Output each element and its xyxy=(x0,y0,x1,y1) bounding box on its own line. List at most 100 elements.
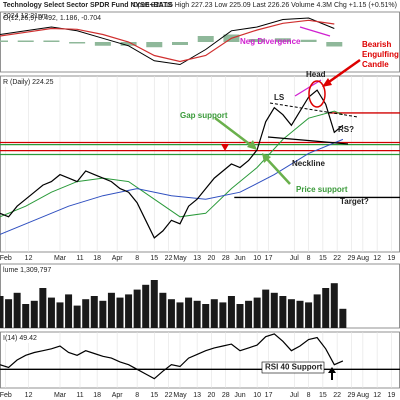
volume-bar xyxy=(116,297,124,328)
arrow-head xyxy=(322,78,332,87)
panel-label: lume 1,309,797 xyxy=(3,267,51,274)
x-tick-label: 10 xyxy=(253,392,261,399)
volume-bar xyxy=(107,292,115,328)
volume-bar xyxy=(65,294,73,328)
volume-bar xyxy=(133,289,141,328)
volume-bar xyxy=(210,299,218,328)
x-tick-label: 22 xyxy=(165,392,173,399)
arrow-head xyxy=(328,367,336,373)
volume-bar xyxy=(125,294,133,328)
x-tick-label: 15 xyxy=(319,255,327,262)
neckline xyxy=(267,136,349,145)
x-tick-label: 8 xyxy=(307,255,311,262)
annotation: Neckline xyxy=(292,159,325,168)
volume-bar xyxy=(82,299,90,328)
x-tick-label: 10 xyxy=(253,255,261,262)
header-time: 2024 12:21pm xyxy=(3,13,48,20)
x-tick-label: 12 xyxy=(373,255,381,262)
arrow xyxy=(325,58,361,86)
x-tick-label: Mar xyxy=(54,392,67,399)
x-tick-label: 15 xyxy=(150,392,158,399)
label-bg xyxy=(1,333,39,343)
rsi-frame xyxy=(0,331,400,389)
label-bg xyxy=(1,265,54,275)
x-tick-label: May xyxy=(173,392,187,399)
histogram-bar xyxy=(326,42,343,47)
histogram-bar xyxy=(43,40,60,42)
volume-bar xyxy=(99,300,107,328)
volume-bar xyxy=(5,299,13,328)
x-tick-label: 19 xyxy=(388,392,396,399)
volume-bar xyxy=(322,288,330,328)
volume-bar xyxy=(219,302,227,328)
volume-bar xyxy=(0,296,4,328)
x-tick-label: 11 xyxy=(76,392,83,399)
divergence-macd xyxy=(299,26,331,37)
header-title: Technology Select Sector SPDR Fund NYSE+… xyxy=(3,2,172,9)
divergence-price xyxy=(294,79,322,97)
x-tick-label: 17 xyxy=(265,392,273,399)
series-line xyxy=(0,17,335,66)
x-tick-label: Feb xyxy=(0,392,12,399)
x-tick-label: 8 xyxy=(135,255,139,262)
volume-bar xyxy=(305,302,313,328)
x-tick-label: 28 xyxy=(222,392,230,399)
x-tick-label: 18 xyxy=(93,255,101,262)
annotation: Price support xyxy=(296,185,348,194)
volume-bar xyxy=(90,296,98,328)
x-tick-label: 28 xyxy=(222,255,230,262)
series-line xyxy=(0,19,335,63)
x-tick-label: 15 xyxy=(319,392,327,399)
volume-bar xyxy=(193,300,201,328)
histogram-bar xyxy=(300,39,317,42)
histogram-bar xyxy=(69,42,86,44)
x-tick-label: 20 xyxy=(208,255,216,262)
volume-bar xyxy=(47,297,55,328)
series-line xyxy=(0,333,344,380)
volume-bar xyxy=(167,299,175,328)
histogram-bar xyxy=(146,42,163,48)
annotation-box xyxy=(261,361,325,374)
x-tick-label: 13 xyxy=(193,392,201,399)
volume-bar xyxy=(245,300,253,328)
volume-bar xyxy=(313,294,321,328)
annotation: Candle xyxy=(362,60,389,69)
arrow-head xyxy=(247,140,257,150)
volume-bar xyxy=(339,308,347,328)
arrow xyxy=(214,117,253,147)
histogram-bar xyxy=(249,39,266,42)
volume-bar xyxy=(279,296,287,328)
series-line xyxy=(0,89,344,239)
annotation: Engulfing xyxy=(362,50,399,59)
volume-bar xyxy=(22,304,30,328)
price-frame xyxy=(0,75,400,253)
header-bg xyxy=(0,0,400,11)
overlay: Technology Select Sector SPDR Fund NYSE+… xyxy=(0,0,400,380)
label-bg xyxy=(1,13,104,23)
annotation: Target? xyxy=(340,197,369,206)
volume-bar xyxy=(56,302,64,328)
panel-label: I(14) 49.42 xyxy=(3,335,37,342)
x-tick-label: 20 xyxy=(208,392,216,399)
histogram-bar xyxy=(94,42,111,46)
volume-bar xyxy=(39,288,47,328)
annotation: RSI 40 Support xyxy=(265,363,323,372)
volume-bar xyxy=(159,292,167,328)
volume-bar xyxy=(142,284,150,328)
volume-bar xyxy=(202,304,210,328)
x-tick-label: 11 xyxy=(76,255,83,262)
panel-label: O(12,26,9) 0.492, 1.186, -0.704 xyxy=(3,15,101,22)
annotation: Head xyxy=(306,70,326,79)
volume-bar xyxy=(185,297,193,328)
histogram-bar xyxy=(120,42,137,46)
x-tick-label: 29 xyxy=(348,392,356,399)
histogram-bar xyxy=(172,42,188,45)
x-tick-label: Feb xyxy=(0,255,12,262)
volume-bar xyxy=(236,304,244,328)
histogram-bar xyxy=(17,40,34,42)
series-line xyxy=(0,138,344,235)
volume-bar xyxy=(73,305,81,328)
label-bg xyxy=(1,77,56,87)
x-tick-label: 18 xyxy=(93,392,101,399)
